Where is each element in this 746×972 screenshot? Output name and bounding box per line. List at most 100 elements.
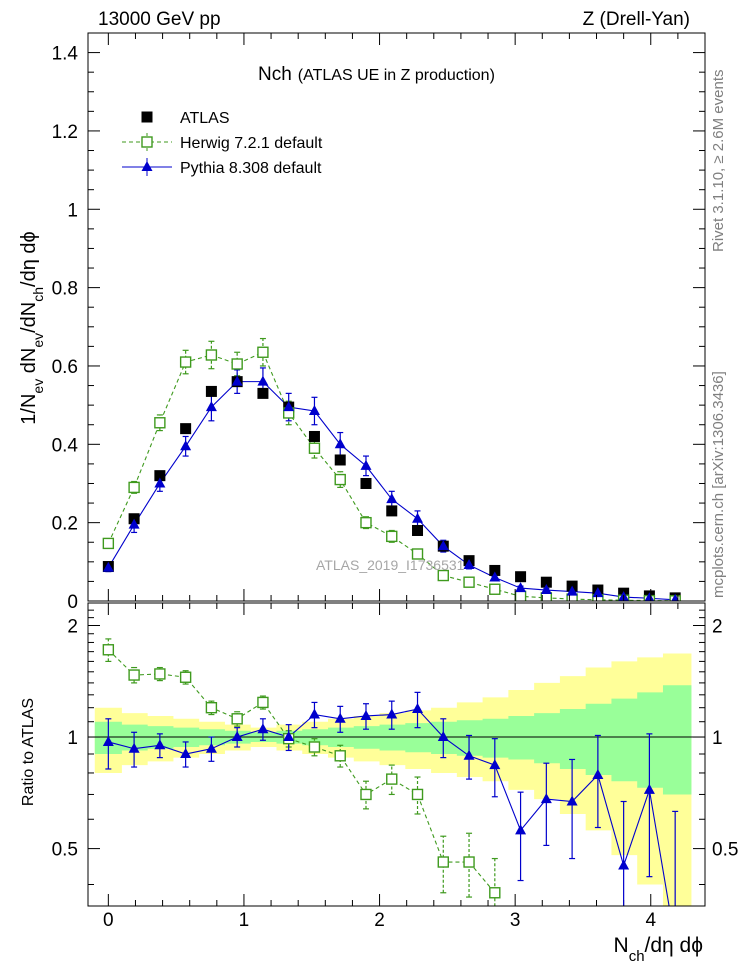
legend-herwig-marker bbox=[141, 136, 153, 148]
pythia-data-point bbox=[154, 477, 166, 488]
y-tick-label: 0.2 bbox=[52, 514, 78, 535]
pythia-data-point bbox=[102, 735, 114, 746]
main-axes: 0 0.2 0.4 0.6 0.8 1 1.2 1.4 bbox=[52, 32, 706, 906]
pythia-data-point bbox=[566, 585, 578, 596]
ratio-y-tick-label-right: 0.5 bbox=[712, 840, 738, 861]
pythia-data-point bbox=[671, 593, 680, 601]
pythia-data-point bbox=[540, 584, 552, 595]
axis-label-part: ev bbox=[30, 379, 46, 394]
legend-label: Pythia 8.308 default bbox=[180, 160, 322, 177]
pythia-data-point bbox=[437, 540, 449, 551]
herwig-data-point bbox=[308, 442, 321, 454]
axis-label-part: ch bbox=[629, 948, 645, 965]
pythia-data-point bbox=[412, 703, 424, 714]
atlas-data-point bbox=[308, 430, 320, 442]
pythia-data-point bbox=[334, 712, 346, 723]
pythia-data-point bbox=[463, 558, 475, 569]
herwig-data-point bbox=[489, 887, 501, 899]
herwig-data-point bbox=[360, 788, 372, 801]
pythia-data-point bbox=[102, 561, 114, 572]
pythia-data-point bbox=[154, 739, 166, 750]
main-title: Nch (ATLAS UE in Z production) bbox=[258, 64, 495, 85]
axis-label-part: dN bbox=[18, 348, 40, 379]
pythia-data-point bbox=[257, 723, 269, 734]
main-y-axis-label: 1/Nev dNev/dNch/dη dϕ bbox=[18, 231, 46, 424]
atlas-data-point bbox=[334, 454, 346, 466]
pythia-data-point bbox=[515, 824, 527, 835]
pythia-data-point bbox=[257, 375, 269, 386]
herwig-data-point bbox=[360, 516, 372, 529]
pythia-data-point bbox=[437, 731, 449, 742]
x-tick-label: 2 bbox=[374, 910, 385, 931]
pythia-data-point bbox=[618, 859, 630, 870]
pythia-data-point bbox=[180, 440, 192, 451]
header-right-label: Z (Drell-Yan) bbox=[583, 9, 690, 30]
stat-uncertainty-band bbox=[94, 685, 692, 795]
pythia-data-point bbox=[566, 795, 578, 806]
herwig-data-point bbox=[179, 356, 192, 368]
pythia-data-point bbox=[205, 742, 217, 753]
main-frame bbox=[87, 32, 706, 602]
atlas-data-point bbox=[205, 385, 217, 397]
atlas-data-point bbox=[154, 470, 166, 482]
pythia-data-point bbox=[360, 709, 372, 720]
axis-label-part: 1/N bbox=[18, 394, 40, 425]
y-tick-label: 1.4 bbox=[52, 44, 79, 65]
herwig-data-point bbox=[437, 569, 449, 582]
ratio-y-tick-label-right: 2 bbox=[712, 616, 723, 637]
pythia-data-point bbox=[205, 401, 217, 412]
legend-label: Herwig 7.2.1 default bbox=[180, 135, 323, 152]
y-tick-label: 0.4 bbox=[52, 435, 79, 456]
herwig-data-point bbox=[128, 669, 140, 681]
axis-label-part: /dN bbox=[18, 302, 40, 333]
herwig-data-point bbox=[154, 417, 166, 429]
herwig-data-point bbox=[334, 750, 346, 762]
herwig-data-point bbox=[334, 473, 346, 486]
pythia-data-point bbox=[592, 768, 604, 779]
pythia-data-point bbox=[334, 438, 346, 449]
herwig-data-point bbox=[102, 537, 115, 550]
y-tick-label: 1.2 bbox=[52, 122, 78, 143]
x-tick-label: 1 bbox=[239, 910, 250, 931]
y-tick-label: 1 bbox=[67, 200, 78, 221]
legend-label: ATLAS bbox=[180, 110, 230, 127]
herwig-data-point bbox=[386, 773, 398, 785]
herwig-data-point bbox=[411, 788, 424, 801]
main-title-sub: (ATLAS UE in Z production) bbox=[298, 67, 495, 84]
x-axis-label: Nch/dη dϕ bbox=[614, 934, 703, 965]
pythia-data-point bbox=[128, 518, 140, 529]
herwig-line bbox=[107, 351, 676, 601]
atlas-data-point bbox=[489, 564, 501, 576]
pythia-data-point bbox=[592, 587, 604, 598]
herwig-data-point bbox=[128, 481, 140, 494]
pythia-data-point bbox=[128, 742, 140, 753]
pythia-data-point bbox=[308, 405, 320, 416]
herwig-ratio-line bbox=[107, 649, 496, 894]
herwig-data-point bbox=[386, 530, 398, 543]
herwig-data-point bbox=[463, 856, 475, 868]
herwig-data-point bbox=[463, 576, 475, 588]
rivet-version-label: Rivet 3.1.10, ≥ 2.6M events bbox=[710, 70, 727, 253]
main-data-marks bbox=[102, 337, 681, 601]
herwig-data-point bbox=[257, 346, 269, 358]
atlas-data-point bbox=[360, 477, 372, 489]
herwig-data-point bbox=[514, 590, 527, 601]
atlas-data-point bbox=[540, 576, 552, 588]
pythia-data-point bbox=[515, 582, 527, 593]
herwig-data-point bbox=[437, 856, 449, 868]
herwig-data-point bbox=[231, 358, 243, 370]
watermark-label: ATLAS_2019_I1736531 bbox=[316, 557, 465, 573]
axis-label-part: ch bbox=[30, 287, 46, 302]
y-tick-label: 0.8 bbox=[52, 279, 78, 300]
ratio-plot-area bbox=[88, 653, 705, 906]
pythia-data-point bbox=[180, 748, 192, 759]
herwig-data-point bbox=[102, 644, 115, 656]
pythia-data-point bbox=[283, 401, 295, 412]
atlas-data-point bbox=[257, 387, 269, 399]
y-tick-label: 0.6 bbox=[52, 357, 78, 378]
ratio-y-tick-label: 1 bbox=[67, 728, 78, 749]
pythia-data-point bbox=[386, 493, 398, 504]
mcplots-label: mcplots.cern.ch [arXiv:1306.3436] bbox=[710, 371, 727, 598]
pythia-data-point bbox=[644, 592, 655, 601]
